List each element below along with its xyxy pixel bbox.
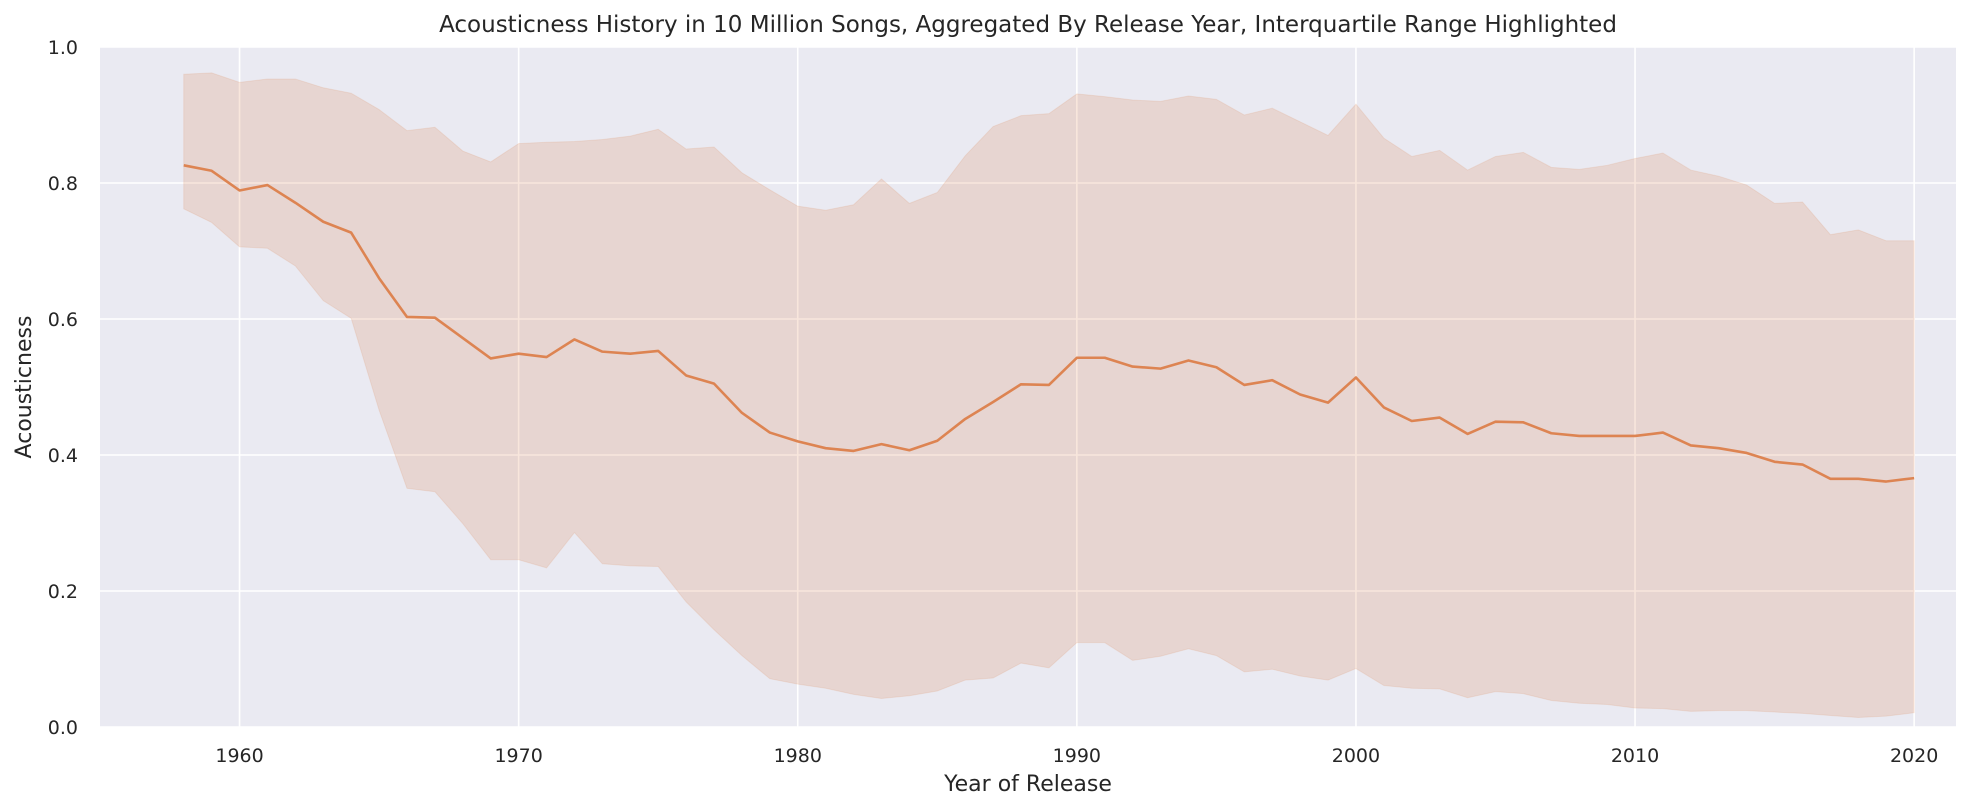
y-tick-label: 0.2 [48,581,78,603]
y-tick-label: 0.0 [48,717,78,739]
x-tick-label: 1980 [774,745,822,767]
y-tick-label: 0.6 [48,309,78,331]
y-tick-label: 0.8 [48,173,78,195]
interquartile-band [183,72,1915,718]
x-axis-ticks: 1960 1970 1980 1990 2000 2010 2020 [215,745,1938,767]
x-tick-label: 2000 [1332,745,1380,767]
x-tick-label: 2010 [1611,745,1659,767]
median-line [183,164,1915,483]
y-axis-label: Acousticness [12,316,37,459]
x-tick-label: 1970 [494,745,542,767]
x-tick-label: 2020 [1890,745,1938,767]
grid-lines [100,46,1956,728]
x-tick-label: 1960 [215,745,263,767]
chart-title: Acousticness History in 10 Million Songs… [439,12,1617,38]
y-tick-label: 1.0 [48,37,78,59]
y-tick-label: 0.4 [48,445,78,467]
x-axis-label: Year of Release [943,772,1112,797]
x-tick-label: 1990 [1053,745,1101,767]
y-axis-ticks: 0.0 0.2 0.4 0.6 0.8 1.0 [48,37,78,739]
plot-area [100,47,1956,727]
